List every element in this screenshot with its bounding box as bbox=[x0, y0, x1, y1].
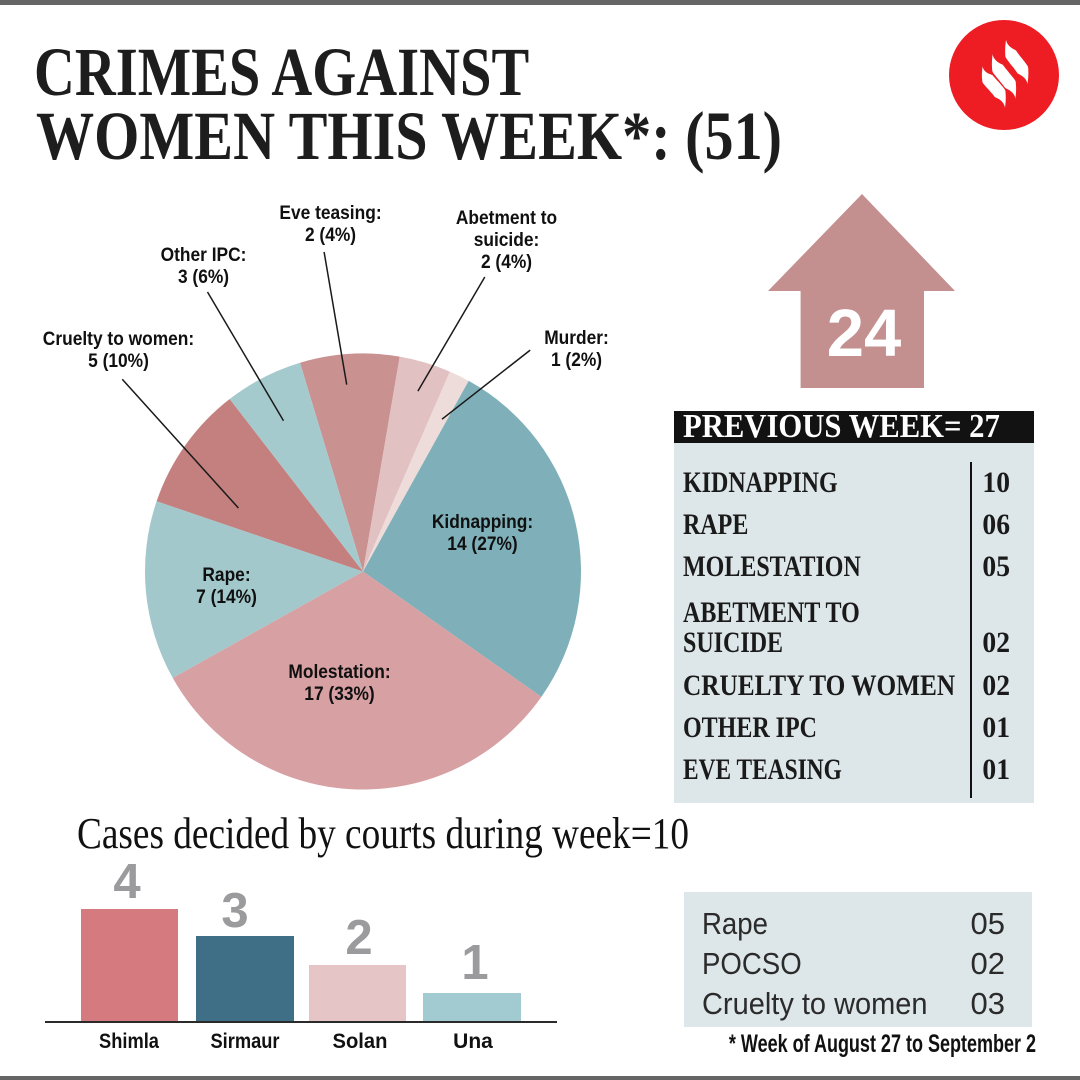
svg-text:24: 24 bbox=[827, 296, 902, 371]
